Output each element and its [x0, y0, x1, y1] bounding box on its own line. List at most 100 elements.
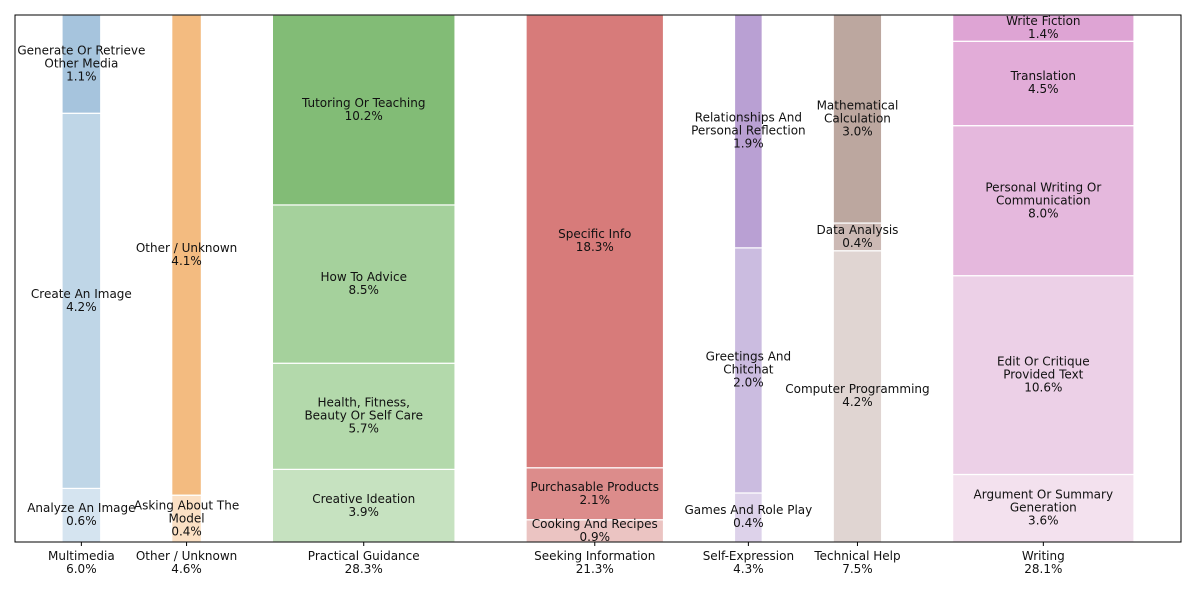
segment-value: 8.0% [1028, 206, 1059, 221]
segment-value: 0.4% [733, 516, 764, 531]
segment [271, 14, 456, 206]
segment [271, 362, 456, 470]
category-total: 4.3% [733, 562, 764, 576]
segment [952, 473, 1135, 543]
segment-name: Argument Or Summary Generation [973, 487, 1114, 515]
x-tick-label: Other / Unknown 4.6% [136, 550, 237, 576]
segment-label: Games And Role Play 0.4% [685, 504, 813, 530]
category-total: 28.3% [344, 562, 383, 576]
segment-label: Specific Info 18.3% [558, 228, 631, 254]
category-name: Self-Expression [702, 549, 795, 563]
segment-value: 0.9% [579, 529, 611, 544]
segment [952, 14, 1135, 42]
segment-value: 4.2% [66, 299, 97, 314]
segment-label: Health, Fitness, Beauty Or Self Care 5.7% [304, 395, 423, 436]
segment-name: Relationships And Personal Reflection [691, 110, 806, 138]
segment-value: 1.9% [733, 136, 764, 151]
segment-label: Asking About The Model 0.4% [134, 499, 239, 538]
category-name: Multimedia [48, 549, 115, 563]
category-name: Writing [1021, 549, 1065, 563]
segment-label: Write Fiction 1.4% [1006, 15, 1080, 41]
segment-label: Tutoring Or Teaching 10.2% [302, 96, 425, 123]
segment [271, 468, 456, 543]
segment-name: Games And Role Play [684, 503, 813, 518]
segment-value: 10.2% [344, 108, 383, 123]
segment-name: How To Advice [320, 270, 407, 285]
segment-name: Specific Info [558, 227, 632, 242]
segment-name: Purchasable Products [530, 479, 659, 494]
segment-value: 4.2% [842, 395, 873, 410]
category-name: Practical Guidance [307, 549, 420, 563]
category-name: Technical Help [814, 549, 901, 563]
segment-name: Create An Image [30, 286, 132, 301]
category-name: Other / Unknown [135, 549, 238, 563]
segment-value: 0.6% [66, 514, 97, 529]
segment [832, 14, 883, 224]
segment-value: 2.0% [733, 375, 764, 390]
plot-frame [14, 14, 1182, 543]
segment-label: Data Analysis 0.4% [816, 222, 899, 250]
segment-label: How To Advice 8.5% [320, 271, 406, 297]
segment-label: Create An Image 4.2% [30, 286, 132, 314]
segment-label: Cooking And Recipes 0.9% [531, 516, 658, 544]
segment-name: Mathematical Calculation [816, 98, 899, 126]
segment-name: Data Analysis [816, 222, 899, 237]
segment [525, 14, 665, 469]
segment-value: 3.6% [1028, 513, 1059, 528]
segment-name: Generate Or Retrieve Other Media [17, 43, 146, 71]
x-tick-label: Seeking Information 21.3% [534, 550, 655, 576]
segment-label: Personal Writing Or Communication 8.0% [985, 181, 1101, 220]
segment-name: Translation [1010, 69, 1077, 84]
segment-label: Mathematical Calculation 3.0% [816, 98, 899, 139]
segment-label: Argument Or Summary Generation 3.6% [973, 487, 1114, 528]
segment-label: Greetings And Chitchat 2.0% [705, 349, 792, 390]
segment-name: Computer Programming [785, 382, 930, 397]
segment [61, 112, 102, 490]
segment-name: Health, Fitness, Beauty Or Self Care [304, 395, 423, 423]
segment-label: Creative Ideation 3.9% [312, 491, 416, 519]
segment-value: 1.1% [66, 69, 97, 84]
segment-value: 3.0% [842, 124, 873, 139]
segment [61, 487, 102, 543]
segment-value: 0.4% [171, 524, 202, 539]
segment-value: 10.6% [1024, 380, 1063, 395]
category-total: 4.6% [171, 562, 202, 576]
x-tick-label: Technical Help 7.5% [814, 550, 900, 576]
x-tick-label: Self-Expression 4.3% [703, 550, 794, 576]
segment [952, 125, 1135, 277]
category-total: 6.0% [66, 562, 97, 576]
x-tick-label: Practical Guidance 28.3% [308, 550, 420, 576]
segment-label: Translation 4.5% [1011, 70, 1076, 96]
segment-value: 8.5% [348, 283, 379, 298]
segment-name: Cooking And Recipes [531, 516, 658, 531]
segment [171, 14, 203, 496]
segment-value: 0.4% [842, 235, 873, 250]
x-tick-label: Multimedia 6.0% [48, 550, 115, 576]
segment-value: 2.1% [579, 492, 611, 507]
segment [733, 14, 763, 249]
segment-value: 18.3% [575, 240, 614, 255]
segment-label: Relationships And Personal Reflection 1.9… [691, 110, 806, 151]
segment [733, 247, 763, 494]
segment-value: 4.1% [171, 254, 202, 269]
category-total: 28.1% [1024, 562, 1063, 576]
segment-name: Creative Ideation [312, 491, 416, 506]
category-name: Seeking Information [534, 549, 656, 563]
segment-name: Asking About The Model [133, 498, 240, 526]
x-tick-label: Writing 28.1% [1022, 550, 1065, 576]
segment-name: Greetings And Chitchat [705, 349, 792, 377]
segment-name: Personal Writing Or Communication [985, 180, 1102, 208]
segment-value: 4.5% [1028, 82, 1059, 97]
segment [733, 492, 763, 543]
segment [271, 204, 456, 364]
segment [952, 40, 1135, 127]
segment-value: 1.4% [1028, 27, 1059, 42]
segment-value: 5.7% [348, 421, 379, 436]
segment-label: Purchasable Products 2.1% [530, 479, 659, 507]
segment-label: Analyze An Image 0.6% [27, 502, 135, 528]
segment-name: Edit Or Critique Provided Text [997, 354, 1090, 382]
segment [525, 467, 665, 521]
segment-label: Computer Programming 4.2% [785, 383, 929, 409]
segment [952, 275, 1135, 476]
